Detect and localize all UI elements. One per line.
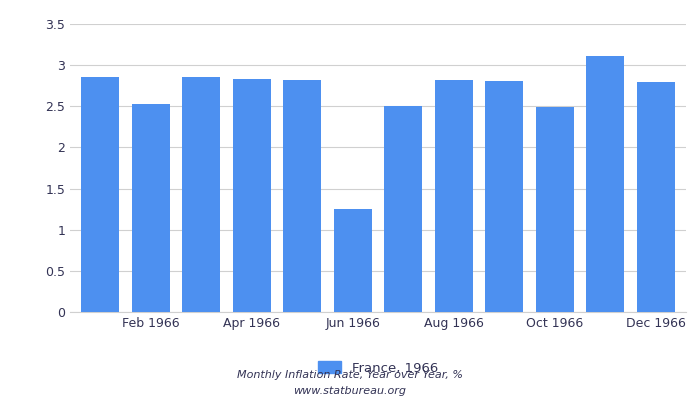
Bar xyxy=(587,56,624,312)
Bar xyxy=(233,79,271,312)
Bar xyxy=(435,80,472,312)
Bar xyxy=(536,107,574,312)
Bar xyxy=(485,81,523,312)
Legend: France, 1966: France, 1966 xyxy=(312,356,444,380)
Bar xyxy=(132,104,169,312)
Bar xyxy=(334,209,372,312)
Bar xyxy=(637,82,675,312)
Text: Monthly Inflation Rate, Year over Year, %: Monthly Inflation Rate, Year over Year, … xyxy=(237,370,463,380)
Text: www.statbureau.org: www.statbureau.org xyxy=(293,386,407,396)
Bar xyxy=(384,106,422,312)
Bar xyxy=(81,78,119,312)
Bar xyxy=(182,78,220,312)
Bar xyxy=(284,80,321,312)
